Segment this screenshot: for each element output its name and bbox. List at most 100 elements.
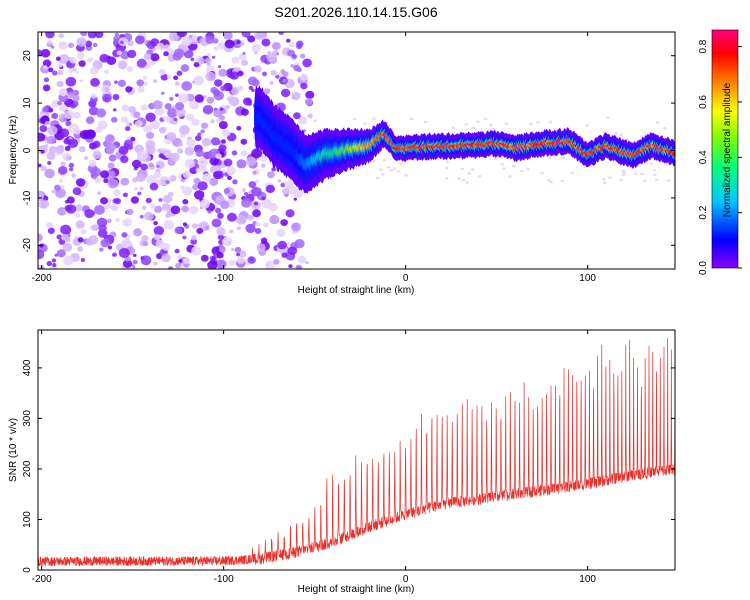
- speckle-dot: [120, 177, 130, 186]
- speckle-dot: [87, 57, 94, 63]
- speckle-dot: [237, 85, 244, 92]
- speckle-dot: [155, 160, 165, 170]
- x-tick-label: -100: [214, 273, 234, 284]
- speckle-dot: [290, 64, 295, 68]
- speckle-dot: [186, 138, 196, 148]
- speckle-dot: [128, 106, 137, 114]
- speckle-dot: [38, 264, 41, 268]
- speckle-dot: [38, 233, 43, 242]
- speckle-dot: [352, 117, 357, 121]
- speckle-dot: [276, 228, 286, 238]
- speckle-dot: [213, 90, 225, 101]
- speckle-dot: [213, 46, 219, 51]
- speckle-dot: [112, 252, 118, 257]
- speckle-dot: [38, 249, 45, 260]
- speckle-dot: [120, 116, 129, 123]
- speckle-dot: [75, 178, 86, 187]
- speckle-dot: [467, 172, 471, 175]
- speckle-dot: [193, 177, 201, 185]
- speckle-dot: [113, 35, 120, 42]
- speckle-dot: [211, 218, 222, 228]
- speckle-dot: [83, 156, 89, 160]
- speckle-dot: [546, 179, 551, 182]
- speckle-dot: [58, 33, 64, 39]
- speckle-dot: [238, 250, 247, 258]
- speckle-dot: [90, 167, 101, 177]
- speckle-dot: [460, 167, 465, 171]
- speckle-dot: [132, 253, 137, 257]
- speckle-dot: [60, 224, 72, 235]
- speckle-dot: [216, 259, 227, 269]
- speckle-dot: [46, 135, 56, 145]
- speckle-dot: [143, 211, 154, 221]
- speckle-dot: [268, 203, 278, 212]
- speckle-dot: [79, 79, 84, 83]
- speckle-dot: [91, 224, 99, 231]
- speckle-dot: [153, 221, 158, 226]
- speckle-dot: [181, 81, 193, 91]
- speckle-dot: [548, 120, 553, 124]
- speckle-dot: [168, 266, 174, 269]
- speckle-dot: [165, 180, 170, 185]
- speckle-dot: [216, 227, 226, 236]
- speckle-dot: [278, 32, 284, 36]
- speckle-dot: [223, 188, 231, 194]
- speckle-dot: [195, 167, 202, 173]
- speckle-dot: [100, 84, 111, 94]
- speckle-dot: [251, 148, 263, 159]
- speckle-dot: [230, 247, 235, 251]
- speckle-dot: [188, 99, 200, 110]
- speckle-dot: [169, 175, 177, 182]
- speckle-dot: [295, 264, 303, 269]
- speckle-dot: [210, 119, 215, 124]
- speckle-dot: [211, 137, 221, 146]
- speckle-dot: [135, 35, 145, 45]
- speckle-dot: [114, 32, 120, 37]
- speckle-dot: [57, 166, 68, 175]
- speckle-dot: [216, 118, 221, 123]
- speckle-dot: [44, 144, 49, 148]
- y-tick-label: 10: [22, 97, 33, 109]
- speckle-dot: [55, 145, 65, 154]
- speckle-dot: [329, 177, 334, 181]
- speckle-dot: [113, 80, 118, 84]
- speckle-dot: [602, 130, 607, 134]
- snr-y-label: SNR (10 * v/v): [8, 418, 19, 482]
- speckle-dot: [218, 120, 228, 130]
- speckle-dot: [304, 98, 313, 106]
- speckle-dot: [289, 42, 295, 48]
- speckle-dot: [218, 68, 228, 77]
- speckle-dot: [291, 91, 301, 101]
- speckle-dot: [85, 116, 95, 125]
- speckle-dot: [255, 221, 261, 227]
- speckle-dot: [143, 53, 152, 60]
- speckle-dot: [286, 38, 291, 43]
- speckle-dot: [52, 70, 58, 76]
- speckle-dot: [271, 167, 276, 172]
- speckle-dot: [451, 126, 456, 130]
- speckle-dot: [300, 82, 308, 90]
- speckle-dot: [226, 212, 237, 222]
- speckle-dot: [271, 42, 281, 51]
- speckle-dot: [62, 242, 73, 252]
- speckle-dot: [248, 181, 257, 189]
- speckle-dot: [182, 235, 187, 240]
- speckle-dot: [502, 167, 506, 170]
- speckle-dot: [58, 104, 68, 112]
- speckle-dot: [236, 125, 242, 131]
- speckle-dot: [58, 88, 68, 97]
- speckle-dot: [107, 178, 119, 189]
- speckle-dot: [100, 238, 111, 248]
- speckle-dot: [293, 197, 298, 201]
- speckle-dot: [204, 57, 212, 64]
- speckle-dot: [211, 256, 216, 261]
- speckle-dot: [97, 191, 102, 195]
- speckle-dot: [127, 40, 134, 47]
- speckle-dot: [68, 162, 75, 168]
- speckle-dot: [181, 205, 189, 213]
- speckle-dot: [158, 69, 166, 76]
- speckle-dot: [177, 148, 184, 154]
- speckle-dot: [379, 168, 383, 171]
- speckle-dot: [227, 175, 232, 181]
